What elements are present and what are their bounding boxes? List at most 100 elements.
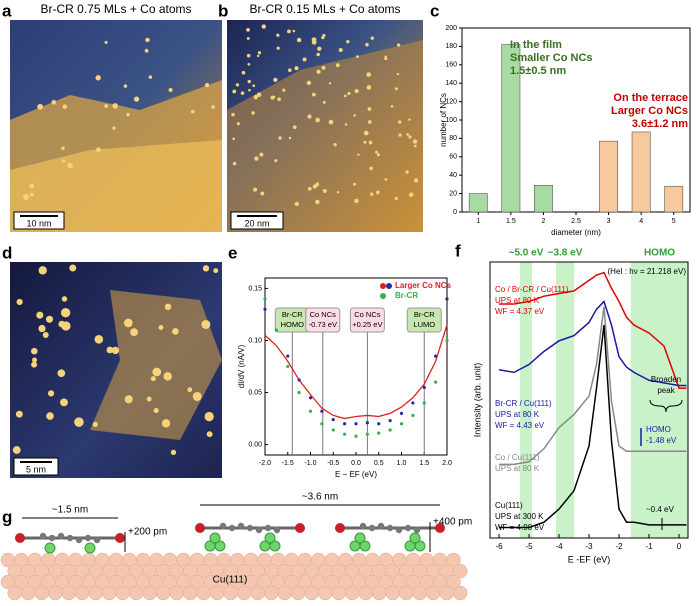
nanocluster (124, 395, 133, 404)
nanocluster (112, 103, 118, 109)
legend-label: Br-CR (395, 291, 418, 300)
nanocluster (376, 153, 380, 157)
nanocluster (51, 99, 57, 105)
highlight-band (556, 262, 574, 538)
nanocluster (363, 140, 367, 144)
nanocluster (123, 318, 133, 328)
cu-atom (250, 585, 265, 601)
nanocluster (202, 265, 210, 272)
nanocluster (394, 87, 398, 91)
cu-atom (317, 585, 333, 601)
nanocluster (112, 126, 116, 130)
nanocluster (315, 199, 320, 205)
nanocluster (328, 82, 332, 85)
x-tick-label: 5 (672, 218, 676, 225)
terrace (10, 140, 222, 232)
x-tick-label: -1 (645, 542, 653, 551)
nanocluster (232, 89, 237, 94)
nanocluster (276, 33, 280, 37)
legend-marker (380, 283, 386, 289)
y-tick-label: 60 (449, 154, 457, 161)
nanocluster (398, 120, 402, 124)
nanocluster (150, 376, 156, 382)
cu-atom (446, 552, 461, 568)
nanocluster (302, 57, 307, 62)
nanocluster (190, 109, 195, 114)
y-tick-label: 100 (445, 117, 457, 124)
legend-marker (380, 293, 386, 299)
nanocluster (246, 27, 250, 32)
nanocluster (247, 79, 251, 84)
nanocluster (67, 162, 73, 169)
image-title: Br-CR 0.15 MLs + Co atoms (249, 2, 400, 16)
nanocluster (366, 72, 371, 77)
data-point (365, 421, 369, 425)
co-atom (214, 540, 226, 552)
nanocluster (296, 37, 302, 43)
molecule-atom (395, 526, 403, 534)
cu-atom (358, 585, 373, 601)
data-point (434, 354, 438, 358)
nanocluster (232, 161, 237, 166)
nanocluster-dots (12, 24, 419, 456)
marker-label: Co NCs (354, 310, 381, 319)
schematic-label: ~1.5 nm (52, 505, 88, 516)
data-point (320, 409, 324, 413)
annotation: 3.6±1.2 nm (632, 118, 688, 130)
nanocluster (408, 192, 414, 197)
bar (534, 185, 553, 213)
annotation: UPS at 80 K (495, 410, 540, 419)
br-atom (435, 523, 445, 533)
highlight-band (631, 262, 688, 538)
nanocluster (375, 150, 378, 154)
cu-atom (236, 585, 252, 601)
panel-letter: b (218, 1, 228, 20)
bar (599, 140, 618, 213)
molecule-atom (273, 526, 281, 534)
nanocluster (396, 43, 401, 47)
annotation: 1.5±0.5 nm (510, 65, 566, 77)
annotation: (HeI : hν = 21.218 eV) (608, 267, 687, 276)
marker-label: Br-CR (414, 310, 435, 319)
data-point (308, 396, 313, 400)
x-tick-label: -2.0 (259, 460, 271, 467)
nanocluster (307, 114, 312, 119)
nanocluster (144, 48, 149, 53)
molecule-atom (255, 526, 263, 534)
y-tick-label: 200 (445, 25, 457, 32)
data-point (399, 411, 404, 415)
nanocluster (46, 412, 54, 420)
nanocluster (158, 325, 164, 330)
nanocluster (146, 396, 152, 402)
annotation: Smaller Co NCs (510, 52, 593, 64)
x-tick-label: 1.5 (506, 218, 516, 225)
legend-marker (386, 283, 392, 289)
br-atom (115, 533, 125, 543)
nanocluster (252, 84, 256, 88)
nanocluster (384, 178, 388, 181)
cu-atom (34, 585, 49, 601)
nanocluster (321, 36, 325, 40)
legend-label: Larger Co NCs (395, 281, 452, 290)
cu-atom (128, 585, 144, 601)
cu-atom (142, 585, 157, 601)
x-axis-label: E -EF (eV) (568, 554, 611, 564)
data-point (365, 432, 369, 436)
nanocluster (353, 182, 356, 186)
nanocluster (307, 186, 312, 191)
nanocluster (204, 82, 210, 88)
marker-label: Co NCs (310, 310, 337, 319)
brace (649, 399, 683, 413)
nanocluster (357, 153, 360, 156)
nanocluster (376, 190, 380, 195)
panel-letter: c (430, 1, 439, 20)
data-point (331, 418, 335, 422)
nanocluster (311, 37, 317, 43)
nanocluster (247, 62, 251, 66)
x-tick-label: -4 (555, 542, 563, 551)
nanocluster (61, 159, 66, 163)
x-tick-label: -0.5 (327, 460, 339, 467)
nanocluster (273, 77, 278, 83)
nanocluster (61, 321, 71, 331)
nanocluster (148, 75, 153, 79)
